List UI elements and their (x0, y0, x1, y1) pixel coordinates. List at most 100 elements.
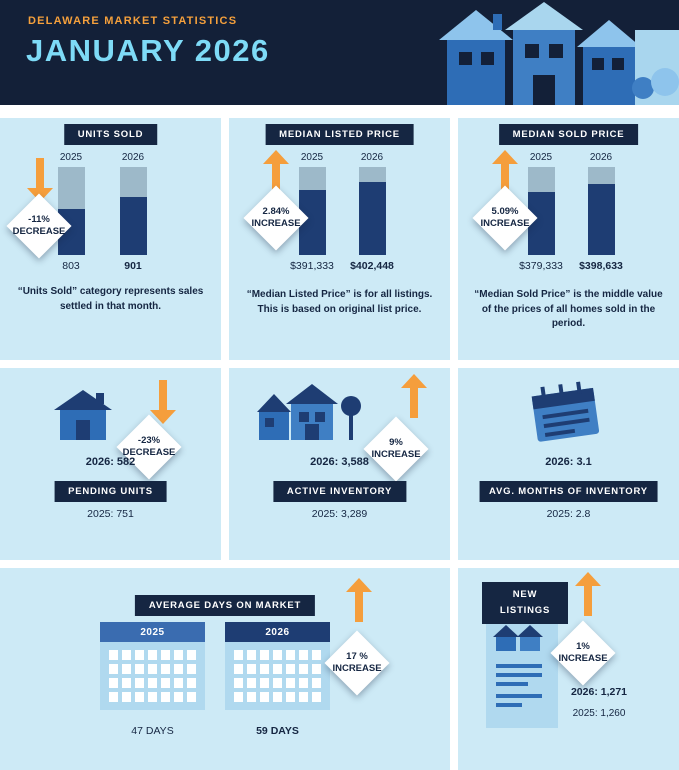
change-percent: 17 % (346, 651, 368, 663)
calendar-year-label: 2026 (225, 622, 330, 642)
calendar-2026: 2026 (225, 622, 330, 710)
value-2025: 2025: 3,289 (311, 508, 368, 520)
change-word: INCREASE (332, 663, 382, 674)
bar-2025: 2025 803 (40, 152, 102, 272)
year-label: 2026 (589, 152, 613, 163)
diamond-text: 2.84% INCREASE (243, 185, 309, 251)
change-word: INCREASE (558, 653, 608, 664)
bar-2026: 2026 $402,448 (341, 152, 403, 272)
change-word: INCREASE (371, 449, 421, 460)
bar-column (358, 167, 386, 255)
calendar-grid (225, 642, 330, 710)
bar-fill (587, 183, 615, 255)
diamond-text: -23% DECREASE (116, 414, 182, 480)
units-sold-title-badge: UNITS SOLD (63, 124, 158, 145)
days-on-market-badge: AVERAGE DAYS ON MARKET (134, 595, 316, 616)
bar-value: $391,333 (290, 260, 334, 272)
diamond-text: 17 % INCREASE (324, 630, 390, 696)
pending-units-badge: PENDING UNITS (54, 481, 167, 502)
card-avg-months-inventory: 2026: 3.1 AVG. MONTHS OF INVENTORY 2025:… (458, 368, 679, 560)
year-label: 2026 (360, 152, 384, 163)
houses-icon (257, 384, 361, 440)
bar-column (57, 167, 85, 255)
value-2026: 2026: 582 (85, 456, 136, 468)
change-percent: 1% (576, 641, 590, 653)
diamond-text: -11% DECREASE (6, 193, 72, 259)
bar-column (119, 167, 147, 255)
change-percent: -23% (137, 435, 161, 447)
change-diamond: 5.09% INCREASE (472, 185, 538, 251)
card-units-sold: UNITS SOLD 2025 803 2026 901 -11% DECREA… (0, 118, 221, 360)
median-listed-title-badge: MEDIAN LISTED PRICE (265, 124, 414, 145)
card-pending-units: -23% DECREASE 2026: 582 PENDING UNITS 20… (0, 368, 221, 560)
card-description: “Units Sold” category represents sales s… (17, 286, 204, 312)
value-2025: 2025: 751 (87, 508, 134, 520)
bar-fill (119, 196, 147, 255)
value-2026: 2026: 3,588 (310, 456, 369, 468)
card-average-days-on-market: AVERAGE DAYS ON MARKET 17 % INCREASE 202… (0, 568, 450, 770)
active-inventory-badge: ACTIVE INVENTORY (272, 481, 407, 502)
bar-value: $379,333 (519, 260, 563, 272)
increase-arrow-icon (263, 150, 289, 194)
bar-column (527, 167, 555, 255)
year-label: 2025 (529, 152, 553, 163)
increase-arrow-icon (492, 150, 518, 194)
change-diamond: -11% DECREASE (6, 193, 72, 259)
bar-value: $398,633 (579, 260, 623, 272)
calendar-2025: 2025 (100, 622, 205, 710)
header: DELAWARE MARKET STATISTICS JANUARY 2026 (0, 0, 679, 105)
bar-2026: 2026 901 (102, 152, 164, 272)
header-eyebrow: DELAWARE MARKET STATISTICS (28, 15, 238, 27)
change-percent: -11% (28, 214, 50, 226)
card-description: “Median Listed Price” is for all listing… (246, 289, 433, 315)
change-diamond: -23% DECREASE (116, 414, 182, 480)
change-word: INCREASE (480, 218, 530, 229)
days-value-2026: 59 DAYS (256, 725, 299, 737)
value-2025: 2025: 1,260 (572, 708, 626, 719)
house-icon (54, 390, 112, 440)
value-2025: 2025: 2.8 (546, 508, 591, 520)
year-label: 2025 (59, 152, 83, 163)
bar-2025: 2025 $379,333 (510, 152, 572, 272)
change-percent: 5.09% (491, 206, 519, 218)
year-label: 2026 (121, 152, 145, 163)
diamond-text: 5.09% INCREASE (472, 185, 538, 251)
new-listings-badge: NEW LISTINGS (482, 582, 568, 625)
days-value-2025: 47 DAYS (131, 725, 174, 737)
houses-illustration-icon (439, 2, 679, 105)
bar-value: $402,448 (350, 260, 394, 272)
page-title: JANUARY 2026 (26, 33, 270, 68)
value-2026: 2026: 3.1 (545, 456, 592, 468)
card-active-inventory: 9% INCREASE 2026: 3,588 ACTIVE INVENTORY… (229, 368, 450, 560)
decrease-arrow-icon (150, 380, 176, 424)
change-word: DECREASE (12, 226, 66, 237)
avg-months-inventory-badge: AVG. MONTHS OF INVENTORY (479, 481, 658, 502)
change-diamond: 9% INCREASE (363, 416, 429, 482)
increase-arrow-icon (575, 572, 601, 616)
card-description: “Median Sold Price” is the middle value … (474, 289, 663, 329)
card-new-listings: NEW LISTINGS 1% INCREASE 2026: 1,271 202… (458, 568, 679, 770)
card-median-listed-price: MEDIAN LISTED PRICE 2025 $391,333 2026 $… (229, 118, 450, 360)
increase-arrow-icon (346, 578, 372, 622)
bar-fill (358, 181, 386, 255)
median-sold-title-badge: MEDIAN SOLD PRICE (498, 124, 639, 145)
change-percent: 9% (389, 437, 403, 449)
change-diamond: 1% INCREASE (550, 620, 616, 686)
calendar-grid (100, 642, 205, 710)
change-percent: 2.84% (262, 206, 290, 218)
diamond-text: 1% INCREASE (550, 620, 616, 686)
calendar-year-label: 2025 (100, 622, 205, 642)
bar-value: 901 (124, 260, 142, 272)
change-word: INCREASE (251, 218, 301, 229)
value-2026: 2026: 1,271 (570, 686, 628, 698)
change-word: DECREASE (122, 447, 176, 458)
bar-value: 803 (62, 260, 80, 272)
listing-document-icon (486, 618, 558, 728)
change-diamond: 2.84% INCREASE (243, 185, 309, 251)
year-label: 2025 (300, 152, 324, 163)
bar-2026: 2026 $398,633 (570, 152, 632, 272)
diamond-text: 9% INCREASE (363, 416, 429, 482)
calendar-icon (531, 381, 600, 442)
increase-arrow-icon (401, 374, 427, 418)
